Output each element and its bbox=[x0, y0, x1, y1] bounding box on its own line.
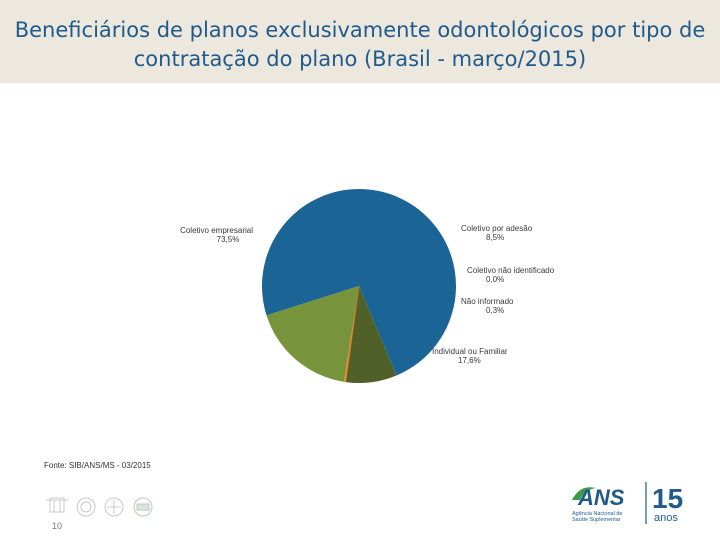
label-coletivo-nao-identificado: Coletivo não identificado 0,0% bbox=[467, 266, 555, 284]
emblem-icon bbox=[104, 497, 124, 517]
ans-logo-text: ANS bbox=[577, 485, 625, 510]
seal-icon bbox=[76, 497, 96, 517]
pie-slice-0 bbox=[262, 188, 456, 376]
pie-slice-4 bbox=[266, 286, 359, 382]
label-value: 0,3% bbox=[486, 306, 504, 315]
page-number: 10 bbox=[52, 521, 63, 531]
anniversary-number: 15 bbox=[652, 483, 683, 514]
ans-logo: ANS Agência Nacional de Saúde Suplementa… bbox=[572, 482, 683, 524]
pie-slices bbox=[262, 188, 456, 383]
label-individual-familiar: Individual ou Familiar 17,6% bbox=[432, 347, 508, 365]
anniversary-word: anos bbox=[654, 512, 678, 524]
building-icon bbox=[46, 497, 68, 513]
label-name: Não informado bbox=[461, 297, 514, 306]
pie-slice-3 bbox=[343, 286, 359, 383]
label-coletivo-empresarial: Coletivo empresarial 73,5% bbox=[180, 226, 253, 244]
label-coletivo-adesao: Coletivo por adesão 8,5% bbox=[461, 224, 533, 242]
ans-subtitle-1: Agência Nacional de bbox=[572, 511, 622, 517]
label-value: 0,0% bbox=[486, 275, 504, 284]
label-name: Individual ou Familiar bbox=[432, 347, 508, 356]
label-name: Coletivo por adesão bbox=[461, 224, 533, 233]
source-note: Fonte: SIB/ANS/MS - 03/2015 bbox=[44, 461, 151, 470]
label-name: Coletivo empresarial bbox=[180, 226, 253, 235]
institutional-logos bbox=[46, 497, 153, 517]
label-value: 73,5% bbox=[217, 235, 240, 244]
label-value: 8,5% bbox=[486, 233, 504, 242]
title-line-1: Beneficiários de planos exclusivamente o… bbox=[14, 18, 706, 42]
badge-icon bbox=[133, 497, 153, 517]
page-title: Beneficiários de planos exclusivamente o… bbox=[10, 16, 710, 74]
pie-slice-1 bbox=[345, 286, 397, 383]
title-band bbox=[0, 0, 720, 83]
label-nao-informado: Não informado 0,3% bbox=[461, 297, 514, 315]
label-value: 17,6% bbox=[458, 356, 481, 365]
title-line-2: contratação do plano (Brasil - março/201… bbox=[133, 47, 587, 71]
ans-leaf-icon bbox=[572, 487, 596, 500]
label-name: Coletivo não identificado bbox=[467, 266, 555, 275]
ans-subtitle-2: Saúde Suplementar bbox=[572, 517, 621, 523]
